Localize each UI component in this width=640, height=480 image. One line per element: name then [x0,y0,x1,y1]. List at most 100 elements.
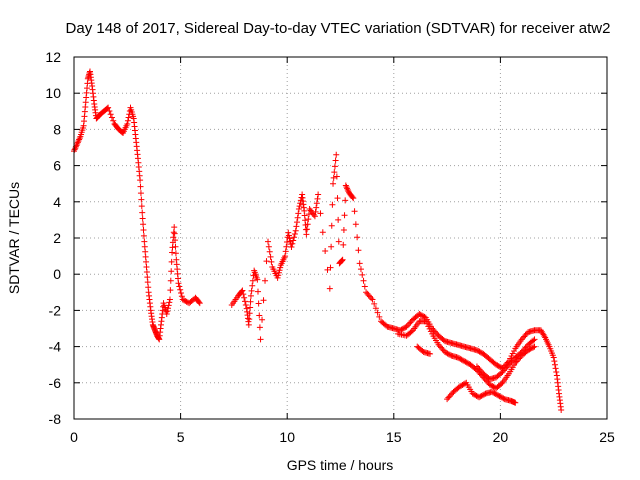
data-point [357,266,364,273]
data-point [356,260,363,267]
data-point [525,347,532,354]
data-point [247,304,254,311]
data-point [339,256,346,263]
data-point [489,383,496,390]
data-point [314,195,321,202]
data-point [286,235,293,242]
data-point [503,364,510,371]
data-point [288,244,295,251]
data-point [295,210,302,217]
data-point [195,299,202,306]
data-point [344,185,351,192]
data-point [478,392,485,399]
data-point [490,389,497,396]
data-point [326,285,333,292]
data-point [438,344,445,351]
data-point [351,208,358,215]
data-point [354,234,361,241]
data-point [445,351,452,358]
data-point [245,321,252,328]
data-point [499,394,506,401]
data-point [366,293,373,300]
data-point [317,210,324,217]
data-point [445,394,452,401]
data-point [328,222,335,229]
data-point [249,282,256,289]
grid [74,57,607,419]
data-point [399,325,406,332]
x-tick-label: 15 [386,429,402,445]
data-point [282,248,289,255]
data-point [333,151,340,158]
data-point [327,264,334,271]
data-point [260,297,267,304]
data-point [417,311,424,318]
data-point [335,216,342,223]
data-point [519,347,526,354]
data-point [315,191,322,198]
data-point [512,399,519,406]
data-point [526,346,533,353]
data-point [171,224,178,231]
data-point [140,232,147,239]
data-point [163,311,170,318]
data-point [462,358,469,365]
data-point [76,136,83,143]
data-point [553,368,560,375]
data-point [513,358,520,365]
chart-title: Day 148 of 2017, Sidereal Day-to-day VTE… [66,20,611,37]
data-point [143,258,150,265]
data-point [291,231,298,238]
data-point [425,323,432,330]
axis-ticks: 0 5 10 15 20 25 -8 -6 -4 -2 0 2 4 6 8 10 12 [45,49,615,445]
data-point [355,247,362,254]
data-point [361,283,368,290]
data-point [331,163,338,170]
data-point [418,312,425,319]
data-point [144,279,151,286]
data-point [550,354,557,361]
data-point [143,263,150,270]
data-point [473,392,480,399]
data-point [144,274,151,281]
data-point [338,258,345,265]
data-point [241,294,248,301]
data-point [276,267,283,274]
data-point [464,360,471,367]
data-point [175,280,182,287]
data-point [476,366,483,373]
data-point [169,244,176,251]
data-point [140,227,147,234]
data-point [459,357,466,364]
y-tick-label: 8 [53,121,61,137]
data-point [408,317,415,324]
data-point [294,219,301,226]
data-point [329,201,336,208]
data-point [360,277,367,284]
y-tick-label: -4 [49,339,62,355]
x-tick-label: 5 [177,429,185,445]
data-point [345,188,352,195]
y-tick-label: 4 [53,194,61,210]
data-point [143,269,150,276]
y-tick-label: 6 [53,158,61,174]
data-point [171,230,178,237]
data-point [72,145,79,152]
data-point [528,345,535,352]
data-point [145,284,152,291]
y-tick-label: -2 [49,302,62,318]
data-point [517,350,524,357]
data-point [263,258,270,265]
data-point [508,353,515,360]
data-point [165,302,172,309]
y-tick-label: 12 [45,49,61,65]
data-point [477,367,484,374]
data-point [311,213,318,220]
data-point [290,237,297,244]
data-point [294,214,301,221]
data-point [239,287,246,294]
data-point [125,114,132,121]
data-point [424,320,431,327]
